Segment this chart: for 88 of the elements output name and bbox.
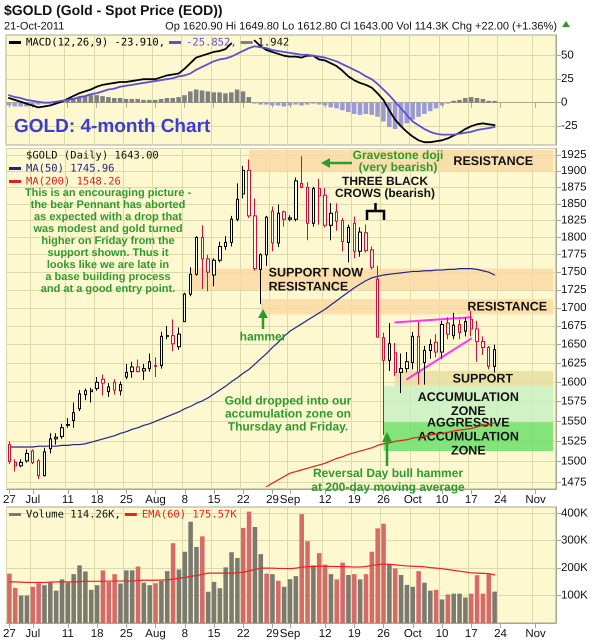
x-tick-label: Sep [280,628,300,640]
text: GOLD: 4-month Chart [14,116,211,137]
y-tick-label: 1850 [561,198,587,210]
band-label: ACCUMULATION ZONE [418,390,519,418]
x-tick-label: 17 [464,494,478,506]
band-label: AGGRESSIVE ACCUMULATION ZONE [418,416,519,458]
x-tick-label: 24 [494,628,508,640]
y-tick-label: 1825 [561,214,587,227]
y-tick-label: 1500 [561,456,587,468]
legend-label: MACD(12,26,9) -23.910, [26,36,166,48]
y-tick-label: 1575 [561,396,587,408]
annotation: Gold dropped into our accumulation zone on Thursday and Friday. [224,394,352,434]
y-tick-label: 1925 [561,149,587,162]
y-tick-label: 400K [561,507,588,520]
y-tick-label: 1600 [561,376,587,388]
annotation: THREE BLACK CROWS (bearish) [334,174,436,200]
band-label: SUPPORT [452,372,514,386]
text: 21-Oct-2011 [4,20,64,32]
y-tick-label: 50 [561,50,574,62]
x-tick-label: 26 [377,628,390,640]
y-tick-label: 1725 [561,284,587,296]
legend-label: MA(200) 1548.26 [26,176,121,188]
x-tick-label: Jul [25,494,40,506]
x-tick-label: 18 [90,494,104,506]
band-label: RESISTANCE [453,154,534,168]
x-tick-label: 15 [208,628,220,640]
x-tick-label: 15 [208,494,220,506]
x-tick-label: Nov [525,628,546,640]
x-tick-label: Sep [280,494,300,506]
legend-label: 1.942 [258,36,290,48]
y-tick-label: 1750 [561,266,587,278]
x-tick-label: 29 [266,628,279,640]
band-label: RESISTANCE [467,300,548,314]
x-tick-label: 10 [436,628,448,640]
y-tick-label: 1550 [561,415,587,428]
y-tick-label: -25 [561,120,578,132]
y-tick-label: 25 [561,73,574,86]
x-tick-label: Oct [404,628,423,640]
x-tick-label: 22 [236,628,250,640]
text: This is an encouraging picture - the bear Pennant has aborted as expected with a drop that was modest and gold turned higher on Friday from the support shown. Thus it looks like we are late in a base building process and at a good entry point. [24,187,192,295]
y-tick-label: 300K [561,534,588,547]
legend-label: -25.852, [186,36,237,48]
annotation: Gravestone doji (very bearish) [352,148,444,174]
y-tick-label: 1875 [561,181,587,194]
x-tick-label: 19 [348,494,361,506]
x-tick-label: 8 [182,494,188,506]
x-tick-label: 11 [62,494,74,506]
x-tick-label: 22 [236,494,250,506]
y-tick-label: 0 [561,96,568,109]
x-tick-label: Jul [25,628,40,640]
chart-subtitle: $GOLD (Gold - Spot Price (EOD)) [4,2,223,18]
x-tick-label: Aug [145,628,166,640]
y-tick-label: 1800 [561,232,587,244]
x-tick-label: 29 [266,494,279,506]
y-tick-label: 1700 [561,302,587,314]
x-tick-label: 17 [464,628,478,640]
x-tick-label: 27 [2,494,16,506]
y-tick-label: 1650 [561,338,587,350]
text: $GOLD (Daily) 1643.00 [26,150,159,162]
x-tick-label: Oct [404,494,423,506]
x-tick-label: 26 [377,494,390,506]
x-tick-label: 12 [318,494,332,506]
x-tick-label: 18 [90,628,104,640]
legend-label: Volume 114.26K, [26,508,121,520]
x-tick-label: 25 [120,628,133,640]
y-tick-label: 100K [561,590,588,602]
annotation: Reversal Day bull hammer at 200-day moving average [311,466,466,494]
x-tick-label: Aug [145,494,166,506]
y-tick-label: 1525 [561,435,587,448]
y-tick-label: 1775 [561,248,587,261]
x-tick-label: 8 [182,628,188,640]
y-tick-label: 1475 [561,476,587,488]
x-tick-label: 24 [494,494,508,506]
y-tick-label: 1625 [561,357,587,370]
x-tick-label: 12 [318,628,332,640]
x-tick-label: 27 [2,628,16,640]
y-tick-label: 200K [561,562,588,574]
x-tick-label: Nov [525,494,546,506]
x-tick-label: 25 [120,494,133,506]
x-tick-label: 10 [436,494,448,506]
y-tick-label: 1900 [561,165,587,178]
legend-label: MA(50) 1745.96 [26,162,115,174]
legend-label: EMA(60) 175.57K [142,508,238,520]
x-tick-label: 19 [348,628,361,640]
band-label: SUPPORT NOW RESISTANCE [268,265,364,294]
y-tick-label: 1675 [561,320,587,332]
x-tick-label: 11 [62,628,74,640]
text: Op 1620.90 Hi 1649.80 Lo 1612.80 Cl 1643.00 Vol 114.3K Chg +22.00 (+1.36%) [165,20,557,32]
